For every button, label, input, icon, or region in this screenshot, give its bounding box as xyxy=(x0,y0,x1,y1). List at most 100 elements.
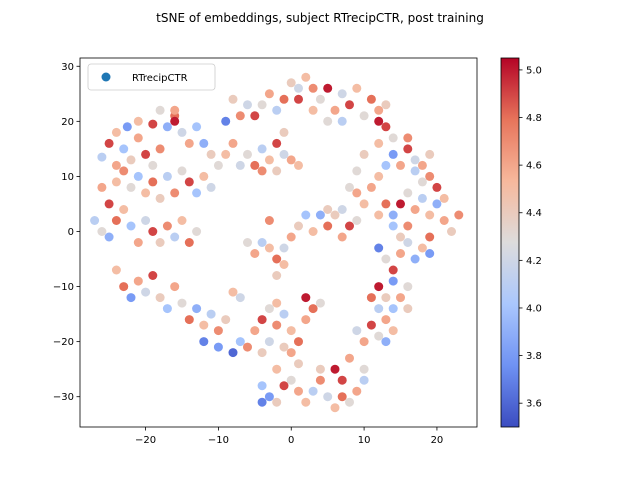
data-point xyxy=(403,282,413,292)
data-point xyxy=(235,337,245,347)
colorbar-tick-label: 4.2 xyxy=(526,256,542,267)
data-point xyxy=(294,386,303,396)
data-point xyxy=(162,304,172,314)
data-point xyxy=(366,94,376,104)
data-point xyxy=(243,100,252,110)
data-point xyxy=(294,160,303,170)
data-point xyxy=(257,397,267,407)
data-point xyxy=(221,116,231,126)
data-point xyxy=(272,254,282,264)
data-point xyxy=(243,238,252,247)
data-point xyxy=(308,227,318,236)
data-point xyxy=(104,232,114,242)
data-point xyxy=(323,116,333,126)
data-point xyxy=(286,375,296,385)
data-point xyxy=(337,205,347,214)
data-point xyxy=(294,337,303,347)
data-point xyxy=(111,160,121,170)
data-point xyxy=(345,353,354,363)
data-point xyxy=(170,105,180,115)
data-point xyxy=(315,364,325,374)
data-point xyxy=(228,94,238,104)
data-point xyxy=(141,149,151,159)
data-point xyxy=(213,160,223,170)
data-point xyxy=(417,243,427,253)
data-point xyxy=(366,293,376,303)
data-point xyxy=(148,177,158,187)
data-point xyxy=(432,199,442,209)
data-point xyxy=(213,342,223,352)
data-point xyxy=(155,238,165,247)
data-point xyxy=(417,193,427,203)
data-point xyxy=(126,293,136,303)
data-point xyxy=(177,298,187,308)
data-point xyxy=(162,221,172,231)
data-point xyxy=(315,94,325,104)
y-tick-label: −10 xyxy=(53,282,74,293)
data-point xyxy=(374,210,384,220)
data-point xyxy=(308,304,318,314)
data-point xyxy=(374,331,384,341)
data-point xyxy=(184,315,194,325)
data-point xyxy=(119,282,129,292)
colorbar-tick-label: 4.4 xyxy=(526,208,542,219)
data-point xyxy=(323,205,333,214)
data-point xyxy=(286,326,296,336)
data-point xyxy=(235,111,245,121)
data-point xyxy=(257,100,267,110)
data-point xyxy=(374,171,384,181)
data-point xyxy=(381,100,391,110)
data-point xyxy=(192,304,202,314)
data-point xyxy=(352,188,362,198)
data-point xyxy=(337,89,347,99)
data-point xyxy=(388,133,398,143)
y-axis-ticks: −30 −20 −10 0 10 20 30 xyxy=(53,62,80,403)
data-point xyxy=(359,375,369,385)
data-point xyxy=(308,105,318,115)
data-point xyxy=(352,326,362,336)
data-point xyxy=(199,320,209,330)
data-point xyxy=(264,337,274,347)
legend: RTrecipCTR xyxy=(87,63,216,91)
data-point xyxy=(337,116,347,126)
data-point xyxy=(330,403,340,413)
data-point xyxy=(286,78,296,88)
y-tick-label: 0 xyxy=(68,227,74,238)
data-point xyxy=(192,122,202,132)
data-point xyxy=(257,166,267,176)
data-point xyxy=(410,254,420,264)
data-points xyxy=(90,72,464,413)
data-point xyxy=(359,364,369,374)
data-point xyxy=(133,276,143,286)
data-point xyxy=(221,149,231,159)
data-point xyxy=(279,381,289,391)
data-point xyxy=(272,138,282,148)
data-point xyxy=(184,138,194,148)
data-point xyxy=(119,144,129,154)
data-point xyxy=(206,309,216,319)
data-point xyxy=(257,348,267,358)
data-point xyxy=(279,94,289,104)
data-point xyxy=(374,243,384,253)
data-point xyxy=(126,155,136,165)
data-point xyxy=(141,287,151,297)
data-point xyxy=(184,238,194,247)
data-point xyxy=(264,155,274,165)
data-point xyxy=(352,83,362,93)
data-point xyxy=(315,298,325,308)
data-point xyxy=(170,282,180,292)
data-point xyxy=(170,232,180,242)
data-point xyxy=(315,375,325,385)
data-point xyxy=(388,210,398,220)
data-point xyxy=(381,293,391,303)
data-point xyxy=(337,392,347,402)
data-point xyxy=(192,227,202,236)
data-point xyxy=(301,293,311,303)
data-point xyxy=(111,216,121,225)
data-point xyxy=(381,254,391,264)
x-tick-label: 0 xyxy=(288,435,294,446)
data-point xyxy=(308,386,318,396)
data-point xyxy=(381,160,391,170)
data-point xyxy=(425,210,435,220)
data-point xyxy=(345,397,354,407)
